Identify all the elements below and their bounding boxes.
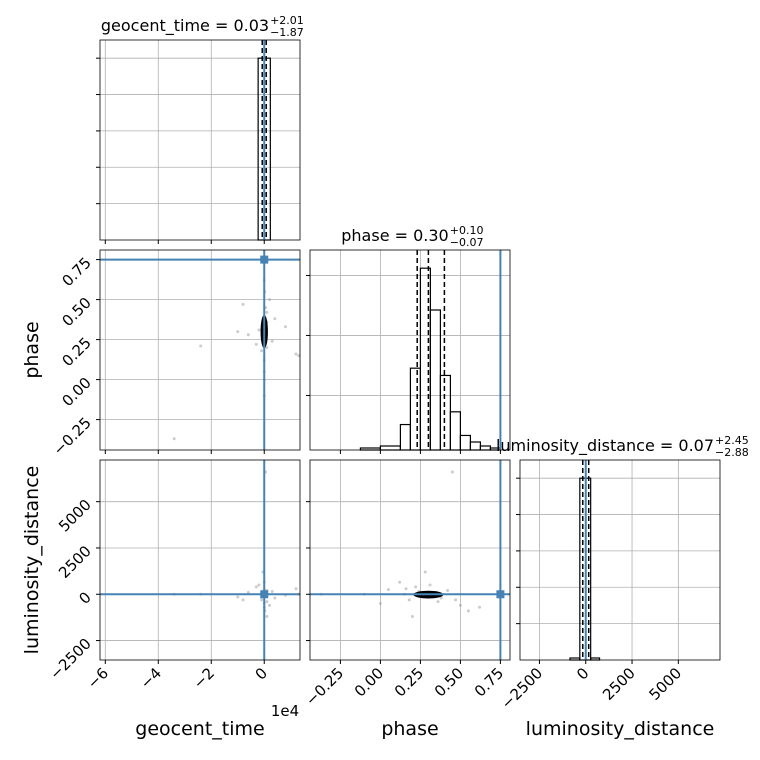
sample-point: [273, 317, 277, 321]
sample-point: [423, 570, 427, 574]
y-tick-label: 0.25: [58, 334, 94, 370]
title-upper: +0.10: [450, 224, 484, 237]
sample-point: [257, 583, 261, 587]
sample-point: [378, 602, 382, 606]
sample-point: [265, 614, 269, 618]
sample-point: [260, 349, 264, 353]
y-tick-label: 2500: [55, 542, 95, 582]
y-tick-label: 0: [75, 588, 94, 607]
sample-point: [436, 600, 440, 604]
sample-point: [260, 598, 264, 602]
sample-point: [410, 614, 414, 618]
x-tick-label: −2500: [498, 664, 547, 713]
x-tick-label: 5000: [645, 664, 685, 704]
sample-point: [265, 600, 269, 604]
sample-point: [283, 325, 287, 329]
hist-bar: [449, 411, 461, 451]
sample-point: [246, 590, 250, 594]
panel-title: phase = 0.30: [341, 226, 448, 245]
sample-point: [172, 437, 176, 441]
sample-point: [446, 589, 450, 593]
sample-point: [254, 585, 258, 589]
sample-point: [241, 598, 245, 602]
sample-point: [273, 596, 277, 600]
sample-point: [294, 587, 298, 591]
sample-point: [439, 596, 443, 600]
title-lower: −2.88: [715, 446, 749, 459]
title-lower: −1.87: [270, 26, 304, 39]
offset-label: 1e4: [271, 702, 299, 720]
sample-point: [265, 310, 269, 314]
y-tick-label: 0.50: [58, 294, 94, 330]
sample-point: [265, 346, 269, 350]
x-tick-label: 0.00: [351, 664, 387, 700]
panel-frame: [99, 249, 301, 451]
sample-point: [454, 598, 458, 602]
sample-point: [398, 580, 402, 584]
panel-frame: [99, 39, 301, 241]
x-tick-label: −0.25: [302, 664, 347, 709]
sample-point: [297, 354, 301, 358]
sample-point: [407, 598, 411, 602]
panel-title: geocent_time = 0.03: [101, 16, 269, 36]
sample-point: [236, 330, 240, 334]
sample-point: [458, 603, 462, 607]
x-tick-label: 0.50: [431, 664, 467, 700]
sample-point: [478, 605, 482, 609]
hist-bar: [439, 374, 451, 451]
truth-marker: [260, 590, 269, 599]
title-upper: +2.45: [715, 434, 749, 447]
y-tick-label: 0.00: [58, 374, 94, 410]
x-tick-label: 0: [573, 664, 592, 683]
x-tick-label: −2: [190, 664, 218, 692]
panel-frame: [519, 459, 721, 661]
hist-bar: [479, 445, 491, 451]
sample-point: [241, 302, 245, 306]
sample-point: [257, 328, 261, 332]
sample-point: [386, 588, 390, 592]
x-tick-label: 0.25: [391, 664, 427, 700]
truth-marker: [496, 590, 505, 599]
title-lower: −0.07: [450, 236, 484, 249]
panel-frame: [99, 459, 301, 661]
x-axis-label: geocent_time: [135, 718, 264, 740]
sample-point: [254, 342, 258, 346]
panel-frame: [309, 249, 511, 451]
x-axis-label: luminosity_distance: [526, 718, 715, 740]
sample-point: [270, 589, 274, 593]
hist-bar: [409, 367, 421, 451]
sample-point: [236, 595, 240, 599]
hist-bar: [379, 445, 401, 451]
sample-point: [199, 344, 203, 348]
x-tick-label: −6: [84, 664, 112, 692]
x-tick-label: 0: [252, 664, 271, 683]
hist-bar: [459, 434, 471, 451]
title-upper: +2.01: [270, 14, 304, 27]
sample-point: [294, 352, 298, 356]
y-tick-label: −0.25: [50, 414, 95, 459]
sample-point: [268, 298, 272, 302]
y-tick-label: 0.75: [58, 254, 94, 290]
hist-bar: [469, 441, 481, 451]
sample-point: [404, 587, 408, 591]
sample-point: [246, 333, 250, 337]
sample-point: [268, 603, 272, 607]
y-tick-label: 5000: [55, 496, 95, 536]
sample-point: [428, 583, 432, 587]
x-axis-label: phase: [381, 718, 438, 740]
panel-title: luminosity_distance = 0.07: [496, 436, 714, 456]
panel-frame: [309, 459, 511, 661]
x-tick-label: 2500: [599, 664, 639, 704]
hist-bar: [429, 309, 441, 451]
y-axis-label: luminosity_distance: [21, 466, 43, 655]
x-tick-label: −4: [137, 664, 165, 692]
truth-marker: [260, 255, 269, 264]
sample-point: [450, 470, 454, 474]
y-axis-label: phase: [21, 321, 43, 378]
hist-bar: [399, 423, 411, 451]
sample-point: [466, 609, 470, 613]
sample-point: [414, 585, 418, 589]
sample-point: [270, 339, 274, 343]
